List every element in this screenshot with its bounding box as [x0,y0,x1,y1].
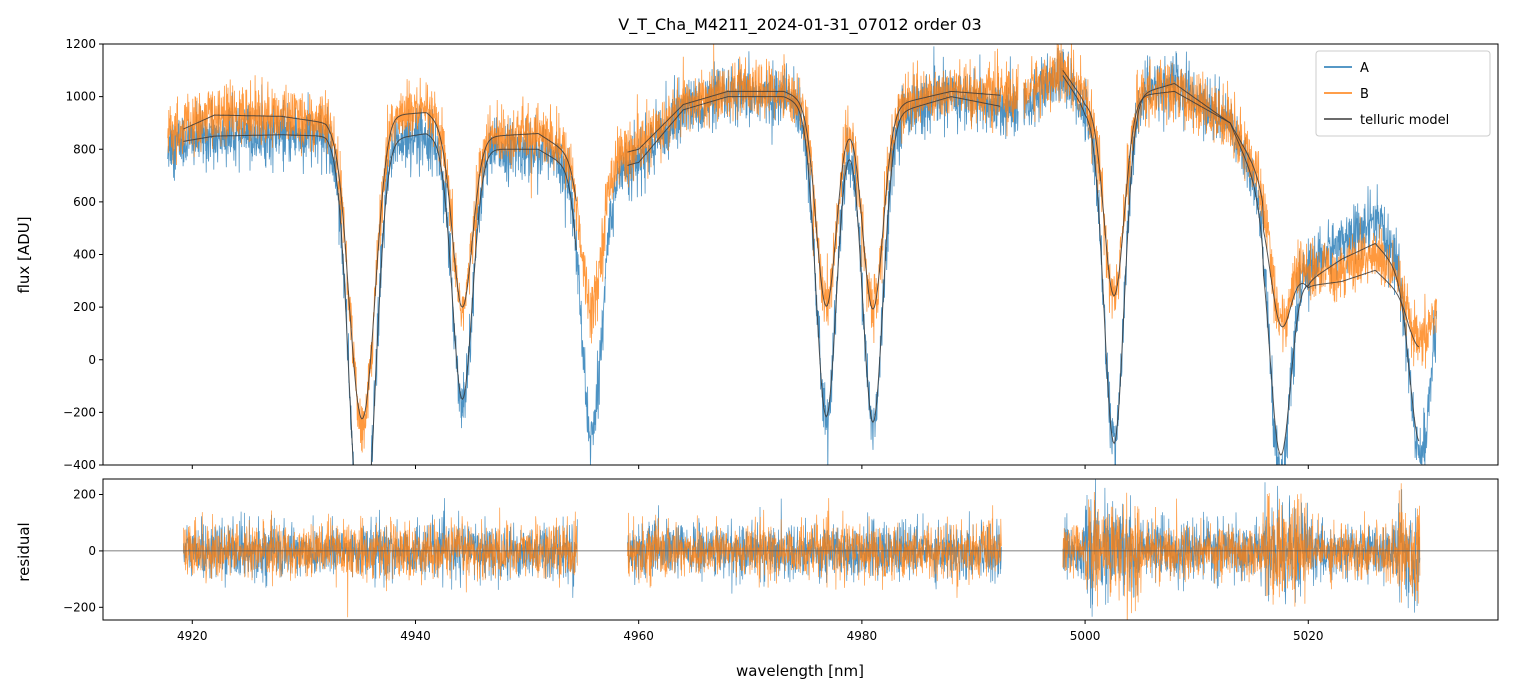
spectrum-B-line [167,44,1019,453]
residual-B-line [627,498,1002,598]
telluric-model-line [183,133,577,465]
chart-title: V_T_Cha_M4211_2024-01-31_07012 order 03 [618,15,981,35]
residual-y-tick-label: 0 [88,544,96,558]
flux-y-tick-label: 800 [73,142,96,156]
flux-y-tick-label: 600 [73,195,96,209]
x-tick-label: 4980 [847,629,878,643]
residual-B-line [183,507,578,618]
flux-y-tick-label: 1000 [65,90,96,104]
residual-y-axis-label: residual [15,522,33,581]
flux-x-ticks [191,465,1309,469]
residual-x-ticks: 4920 4940 4960 4980 5000 5020 [177,620,1324,643]
residual-y-ticks: −200 0 200 [63,488,103,614]
flux-y-tick-label: 200 [73,300,96,314]
x-tick-label: 4960 [623,629,654,643]
telluric-model-line [1062,70,1420,348]
flux-y-tick-label: 0 [88,353,96,367]
legend-box [1315,50,1491,137]
x-tick-label: 5000 [1070,629,1101,643]
flux-y-tick-label: −200 [63,405,96,419]
x-tick-label: 4920 [177,629,208,643]
spectrum-B-line [1023,44,1437,369]
flux-y-tick-label: −400 [63,458,96,472]
x-axis-label: wavelength [nm] [736,662,864,680]
residual-panel: −200 0 200 4920 4940 4960 4980 5000 5020 residu… [15,478,1499,643]
telluric-model-line [627,96,1001,424]
flux-y-tick-label: 400 [73,248,96,262]
flux-panel: −400 −200 0 200 400 600 800 1000 1200 flux [ADU]… [15,37,1499,472]
telluric-model-line [627,90,1001,310]
flux-plot-area [167,44,1437,465]
flux-y-axis-label: flux [ADU] [15,216,33,293]
legend-label: telluric model [1360,113,1449,128]
residual-A-line [627,498,1002,594]
flux-y-tick-label: 1200 [65,37,96,51]
telluric-model-line [183,112,577,420]
residual-A-line [1062,479,1421,617]
telluric-model-line [1062,75,1420,456]
residual-y-tick-label: −200 [63,600,96,614]
legend-label: A [1360,61,1369,76]
x-tick-label: 4940 [400,629,431,643]
x-tick-label: 5020 [1293,629,1324,643]
legend-label: B [1360,87,1369,102]
residual-y-tick-label: 200 [73,488,96,502]
flux-y-ticks: −400 −200 0 200 400 600 800 1000 1200 [63,37,103,472]
residual-axes-frame [102,478,1499,621]
residual-B-line [1062,483,1421,620]
spectrum-A-line [167,46,1019,465]
residual-plot-area [103,479,1498,620]
